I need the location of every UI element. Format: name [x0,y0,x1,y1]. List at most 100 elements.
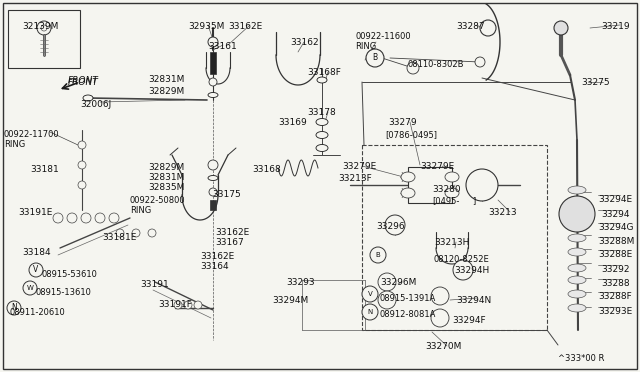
Text: [0495-: [0495- [432,196,460,205]
Circle shape [209,78,217,86]
Text: 33288E: 33288E [598,250,632,259]
Text: 33270M: 33270M [425,342,461,351]
Ellipse shape [316,119,328,125]
Text: 33161: 33161 [208,42,237,51]
Text: 08110-8302B: 08110-8302B [408,60,465,69]
Circle shape [95,213,105,223]
Text: 32829M: 32829M [148,163,184,172]
Text: 33181: 33181 [30,165,59,174]
Text: 33175: 33175 [212,190,241,199]
Text: 33288F: 33288F [598,292,632,301]
Circle shape [148,229,156,237]
Text: 00922-11600: 00922-11600 [355,32,411,41]
Circle shape [7,301,21,315]
Ellipse shape [568,204,586,212]
Bar [210,52,216,74]
Text: 33288: 33288 [601,279,630,288]
Circle shape [23,281,37,295]
Text: 08915-13610: 08915-13610 [36,288,92,297]
Text: 33191E: 33191E [18,208,52,217]
Text: N: N [367,309,372,315]
Circle shape [81,213,91,223]
Circle shape [362,286,378,302]
Circle shape [466,169,498,201]
Text: 33275: 33275 [581,78,610,87]
Text: 33294E: 33294E [598,195,632,204]
Text: RING: RING [130,206,151,215]
Circle shape [559,196,595,232]
Ellipse shape [208,176,218,180]
Text: 33288M: 33288M [598,237,634,246]
Circle shape [194,301,202,309]
Circle shape [385,215,405,235]
Text: 32831M: 32831M [148,75,184,84]
Circle shape [41,25,47,31]
Text: 33162: 33162 [290,38,319,47]
Ellipse shape [401,188,415,198]
Text: 33181E: 33181E [102,233,136,242]
Circle shape [109,213,119,223]
Text: RING: RING [355,42,376,51]
Text: FRONT: FRONT [68,78,99,87]
Circle shape [370,247,386,263]
Text: 33294G: 33294G [598,223,634,232]
Text: FRONT: FRONT [68,76,99,85]
Text: 33279E: 33279E [420,162,454,171]
Ellipse shape [317,77,327,83]
Circle shape [366,49,384,67]
Text: 33191: 33191 [140,280,169,289]
Text: 32139M: 32139M [22,22,58,31]
Text: 32829M: 32829M [148,87,184,96]
Circle shape [378,291,396,309]
Circle shape [362,304,378,320]
Text: 08912-8081A: 08912-8081A [380,310,436,319]
Circle shape [480,20,496,36]
Text: 08915-1391A: 08915-1391A [380,294,436,303]
Circle shape [132,229,140,237]
Circle shape [431,309,449,327]
Text: 33294: 33294 [601,210,630,219]
Ellipse shape [83,95,93,101]
Circle shape [78,161,86,169]
Text: 33191F: 33191F [158,300,192,309]
Ellipse shape [568,234,586,242]
Text: 33294M: 33294M [272,296,308,305]
Text: 08120-8252E: 08120-8252E [434,255,490,264]
Text: 33279E: 33279E [342,162,376,171]
Text: 33213F: 33213F [338,174,372,183]
Circle shape [208,37,218,47]
Text: 33279: 33279 [388,118,417,127]
Ellipse shape [568,248,586,256]
Ellipse shape [568,290,586,298]
Text: 33162E: 33162E [200,252,234,261]
Text: 33213: 33213 [488,208,516,217]
Circle shape [209,188,217,196]
Text: 00922-11700: 00922-11700 [4,130,60,139]
Bar [408,167,452,203]
Text: ]: ] [472,196,476,205]
Text: N: N [11,304,17,312]
Circle shape [53,213,63,223]
Text: [0786-0495]: [0786-0495] [385,130,437,139]
Text: 33296: 33296 [376,222,404,231]
Text: 33164: 33164 [200,262,228,271]
Text: W: W [27,285,33,291]
Text: 33292: 33292 [601,265,630,274]
Text: 33294H: 33294H [454,266,489,275]
Circle shape [174,301,182,309]
Circle shape [208,160,218,170]
Circle shape [475,57,485,67]
Text: 33219: 33219 [601,22,630,31]
Text: 33213H: 33213H [434,238,469,247]
Circle shape [431,287,449,305]
Bar [362,145,547,330]
Circle shape [116,229,124,237]
Text: 32831M: 32831M [148,173,184,182]
Ellipse shape [568,304,586,312]
Text: 08911-20610: 08911-20610 [10,308,66,317]
Text: 33184: 33184 [22,248,51,257]
Text: 32006J: 32006J [80,100,111,109]
Text: 32935M: 32935M [188,22,225,31]
Text: 33168F: 33168F [307,68,341,77]
Text: 00922-50800: 00922-50800 [130,196,186,205]
